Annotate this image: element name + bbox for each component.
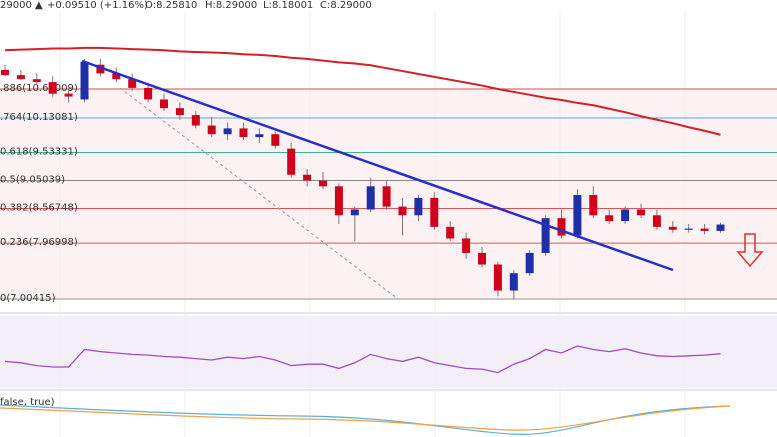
candle-body xyxy=(668,226,677,230)
candle-body xyxy=(621,209,630,222)
candle-body xyxy=(128,79,137,88)
candle-body xyxy=(652,215,661,227)
candle-body xyxy=(366,186,375,210)
fib-label: .886(10.63009) xyxy=(0,83,78,94)
candle-body xyxy=(80,61,89,100)
candle-body xyxy=(255,134,264,138)
candle-body xyxy=(334,186,343,216)
candle-body xyxy=(223,128,232,135)
fib-label: 0(7.00415) xyxy=(0,293,56,304)
rsi-pane xyxy=(0,316,777,388)
fib-label: 0.236(7.96998) xyxy=(0,237,78,248)
candle-body xyxy=(1,69,9,76)
header-item: 29000 xyxy=(0,0,32,11)
candle-body xyxy=(637,209,645,216)
candle-body xyxy=(700,228,709,231)
dashed-trend xyxy=(119,87,399,300)
candle-body xyxy=(112,73,121,80)
candle-body xyxy=(287,148,296,175)
candle-body xyxy=(319,180,327,187)
macd-label: false, true) xyxy=(0,397,55,408)
candle-body xyxy=(191,115,200,126)
candle-body xyxy=(493,264,502,291)
candle-body xyxy=(48,82,57,94)
trend-line xyxy=(81,59,674,272)
candle-body xyxy=(32,79,41,83)
candle-body xyxy=(446,226,455,239)
moving-average xyxy=(4,46,721,136)
candle-body xyxy=(271,134,280,146)
header-item: +0.09510 (+1.16%) xyxy=(47,0,148,11)
candle-body xyxy=(509,273,518,291)
header: 29000 ▲ +0.09510 (+1.16%)O:8.25810 H:8.2900… xyxy=(0,0,372,11)
candle-body xyxy=(96,64,105,74)
candle-body xyxy=(160,99,168,109)
macd-pane xyxy=(0,404,731,435)
fib-label: 0.382(8.56748) xyxy=(0,202,78,213)
rsi-line xyxy=(4,345,721,374)
header-item: H:8.29000 xyxy=(205,0,257,11)
candle-body xyxy=(144,87,153,100)
fib-label: 0.618(9.53331) xyxy=(0,147,78,158)
candle-body xyxy=(573,195,582,236)
candles xyxy=(1,58,725,300)
candle-body xyxy=(716,224,725,231)
candle-body xyxy=(398,206,407,216)
fib-label: .764(10.13081) xyxy=(0,112,78,123)
down-arrow xyxy=(736,233,764,268)
fib-label: 0.5(9.05039) xyxy=(0,175,65,186)
candle-body xyxy=(430,197,439,227)
candle-body xyxy=(541,218,550,253)
header-item: L:8.18001 xyxy=(263,0,313,11)
candle-body xyxy=(175,108,184,116)
fib-group: .886(10.63009) .764(10.13081) 0.618(9.5333… xyxy=(0,83,777,304)
header-item: ▲ xyxy=(35,0,43,11)
header-item: O:8.25810 xyxy=(145,0,197,11)
candle-body xyxy=(414,197,423,216)
candle-body xyxy=(239,128,248,138)
candle-body xyxy=(207,125,216,135)
candle-body xyxy=(64,93,73,97)
candle-body xyxy=(525,252,534,274)
candle-body xyxy=(462,238,471,253)
candle-body xyxy=(382,186,391,207)
candle-body xyxy=(557,218,566,236)
candle-body xyxy=(684,228,693,230)
candle-body xyxy=(605,215,614,222)
candle-body xyxy=(589,195,598,216)
candle-body xyxy=(16,75,25,80)
candle-body xyxy=(350,209,359,216)
header-item: C:8.29000 xyxy=(320,0,372,11)
candle-body xyxy=(303,174,312,181)
candle-body xyxy=(478,252,486,265)
